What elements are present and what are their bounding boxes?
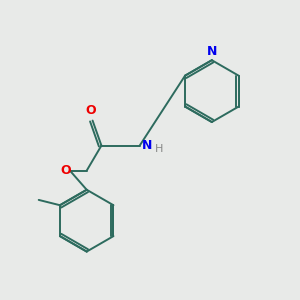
Text: H: H (155, 144, 164, 154)
Text: N: N (207, 45, 217, 58)
Text: O: O (61, 164, 71, 177)
Text: O: O (85, 104, 95, 117)
Text: N: N (142, 139, 152, 152)
